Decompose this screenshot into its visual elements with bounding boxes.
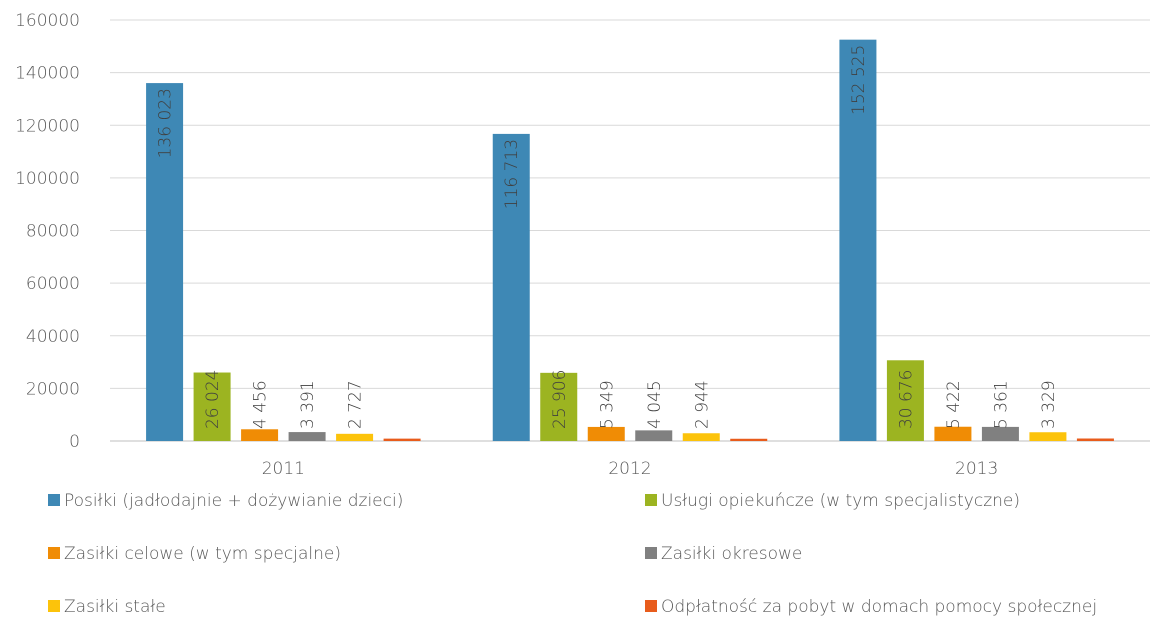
bar [682,433,720,441]
value-label: 5 349 [597,380,617,429]
y-tick-label: 0 [69,432,80,452]
legend-label: Zasiłki okresowe [661,544,802,564]
bar [587,426,625,441]
value-label: 5 422 [944,380,964,429]
value-label: 4 045 [645,380,665,429]
bar [635,430,673,441]
bar [730,438,768,441]
value-label: 4 456 [251,380,271,429]
legend-swatch [48,600,60,612]
x-tick-label: 2011 [262,459,305,479]
legend-label: Usługi opiekuńcze (w tym specjalistyczne… [661,491,1020,511]
value-label: 2 727 [346,380,366,429]
bar [540,372,578,441]
value-label: 136 023 [156,88,176,158]
value-label: 5 361 [991,380,1011,429]
value-label: 30 676 [896,370,916,429]
y-tick-label: 120000 [15,116,80,136]
x-tick-label: 2013 [955,459,998,479]
bar [1029,432,1067,441]
y-tick-label: 60000 [26,274,80,294]
bar [981,426,1019,441]
y-tick-label: 40000 [26,327,80,347]
bar [336,433,374,441]
legend-swatch [645,547,657,559]
value-label: 3 329 [1039,380,1059,429]
legend-swatch [48,494,60,506]
value-label: 116 713 [502,139,522,209]
legend-label: Zasiłki celowe (w tym specjalne) [64,544,341,564]
y-tick-label: 100000 [15,169,80,189]
legend-label: Posiłki (jadłodajnie + dożywianie dzieci… [64,491,403,511]
y-tick-label: 140000 [15,64,80,84]
legend-swatch [645,494,657,506]
y-tick-label: 80000 [26,222,80,242]
bar [288,432,326,441]
bar [383,438,421,441]
bar [1076,438,1114,441]
x-tick-label: 2012 [608,459,651,479]
bar [492,133,530,441]
legend-swatch [48,547,60,559]
y-tick-label: 160000 [15,11,80,31]
value-label: 26 024 [203,370,223,429]
bar [241,429,279,441]
value-label: 3 391 [298,380,318,429]
bar [193,372,231,441]
value-label: 152 525 [849,45,869,115]
bar [934,426,972,441]
legend-label: Zasiłki stałe [64,597,166,617]
y-tick-label: 20000 [26,379,80,399]
legend-label: Odpłatność za pobyt w domach pomocy społ… [661,597,1097,617]
value-label: 2 944 [692,380,712,429]
value-label: 25 906 [550,370,570,429]
legend-swatch [645,600,657,612]
bar [146,83,184,441]
bar [839,39,877,442]
bar [886,360,924,441]
